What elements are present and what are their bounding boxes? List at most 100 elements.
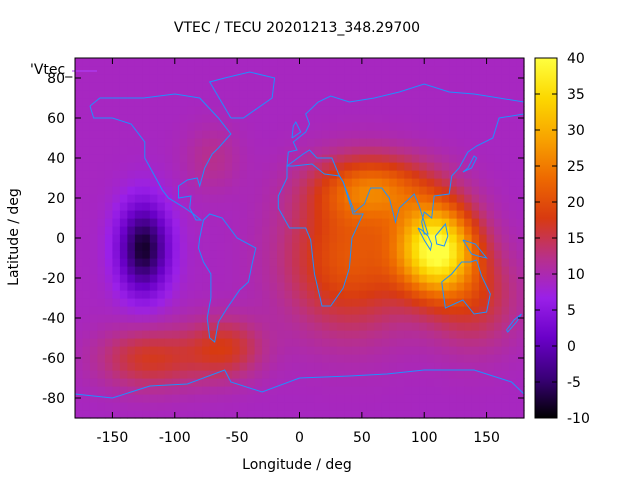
heatmap-cell xyxy=(217,330,226,339)
heatmap-cell xyxy=(456,362,465,371)
heatmap-cell xyxy=(134,362,143,371)
heatmap-cell xyxy=(254,242,263,251)
heatmap-cell xyxy=(127,162,136,171)
heatmap-cell xyxy=(441,314,450,323)
heatmap-cell xyxy=(359,114,368,123)
heatmap-cell xyxy=(396,66,405,75)
heatmap-cell xyxy=(306,234,316,243)
heatmap-cell xyxy=(89,74,99,83)
heatmap-cell xyxy=(149,98,158,107)
heatmap-cell xyxy=(516,330,525,339)
heatmap-cell xyxy=(381,146,390,155)
heatmap-cell xyxy=(344,402,353,411)
heatmap-cell xyxy=(314,90,323,99)
heatmap-cell xyxy=(217,242,226,251)
heatmap-cell xyxy=(292,98,301,107)
heatmap-cell xyxy=(434,106,443,115)
heatmap-cell xyxy=(396,98,405,107)
heatmap-cell xyxy=(82,330,91,339)
heatmap-cell xyxy=(112,410,121,419)
heatmap-cell xyxy=(157,178,166,187)
heatmap-cell xyxy=(209,242,218,251)
heatmap-cell xyxy=(157,338,166,347)
heatmap-cell xyxy=(299,250,308,259)
heatmap-cell xyxy=(441,90,450,99)
heatmap-cell xyxy=(247,242,256,251)
heatmap-cell xyxy=(494,370,503,379)
heatmap-cell xyxy=(486,130,495,139)
heatmap-cell xyxy=(441,154,450,163)
heatmap-cell xyxy=(277,114,286,123)
heatmap-cell xyxy=(127,122,136,131)
heatmap-cell xyxy=(396,130,405,139)
heatmap-cell xyxy=(104,362,114,371)
heatmap-cell xyxy=(494,362,503,371)
heatmap-cell xyxy=(404,378,413,387)
heatmap-cell xyxy=(127,138,136,147)
heatmap-cell xyxy=(82,314,91,323)
heatmap-cell xyxy=(239,290,248,299)
heatmap-cell xyxy=(329,178,338,187)
heatmap-cell xyxy=(239,186,248,195)
heatmap-cell xyxy=(149,322,158,331)
heatmap-cell xyxy=(366,114,375,123)
heatmap-cell xyxy=(269,58,278,67)
heatmap-cell xyxy=(75,66,84,75)
heatmap-cell xyxy=(127,314,136,323)
heatmap-cell xyxy=(299,410,308,419)
heatmap-cell xyxy=(239,322,248,331)
heatmap-cell xyxy=(232,106,241,115)
heatmap-cell xyxy=(381,178,390,187)
heatmap-cell xyxy=(306,202,316,211)
heatmap-cell xyxy=(179,338,188,347)
heatmap-cell xyxy=(516,170,525,179)
heatmap-cell xyxy=(112,362,121,371)
heatmap-cell xyxy=(292,114,301,123)
heatmap-cell xyxy=(479,234,488,243)
heatmap-cell xyxy=(456,330,465,339)
heatmap-cell xyxy=(486,306,495,315)
heatmap-cell xyxy=(381,186,390,195)
heatmap-cell xyxy=(277,146,286,155)
heatmap-cell xyxy=(494,66,503,75)
heatmap-cell xyxy=(292,106,301,115)
heatmap-cell xyxy=(509,162,518,171)
heatmap-cell xyxy=(411,138,420,147)
heatmap-cell xyxy=(164,242,173,251)
heatmap-cell xyxy=(119,138,128,147)
heatmap-cell xyxy=(351,138,360,147)
heatmap-cell xyxy=(441,354,450,363)
heatmap-cell xyxy=(314,74,323,83)
heatmap-cell xyxy=(157,402,166,411)
heatmap-cell xyxy=(419,162,428,171)
heatmap-cell xyxy=(396,122,405,131)
heatmap-cell xyxy=(299,178,308,187)
heatmap-cell xyxy=(172,378,181,387)
heatmap-cell xyxy=(396,290,405,299)
heatmap-cell xyxy=(299,242,308,251)
heatmap-cell xyxy=(426,266,435,275)
heatmap-cell xyxy=(359,338,368,347)
heatmap-cell xyxy=(157,290,166,299)
heatmap-cell xyxy=(254,194,263,203)
heatmap-cell xyxy=(471,290,480,299)
heatmap-cell xyxy=(314,314,323,323)
heatmap-cell xyxy=(269,314,278,323)
heatmap-cell xyxy=(464,306,473,315)
heatmap-cell xyxy=(97,282,106,291)
heatmap-cell xyxy=(269,74,278,83)
heatmap-cell xyxy=(441,338,450,347)
heatmap-cell xyxy=(179,146,188,155)
heatmap-cell xyxy=(262,242,271,251)
heatmap-cell xyxy=(202,290,211,299)
heatmap-cell xyxy=(501,282,510,291)
heatmap-cell xyxy=(389,58,398,67)
heatmap-cell xyxy=(434,394,443,403)
heatmap-cell xyxy=(217,90,226,99)
heatmap-cell xyxy=(359,290,368,299)
heatmap-cell xyxy=(112,386,121,395)
heatmap-cell xyxy=(82,378,91,387)
heatmap-cell xyxy=(486,178,495,187)
heatmap-cell xyxy=(321,386,331,395)
heatmap-cell xyxy=(336,82,345,91)
